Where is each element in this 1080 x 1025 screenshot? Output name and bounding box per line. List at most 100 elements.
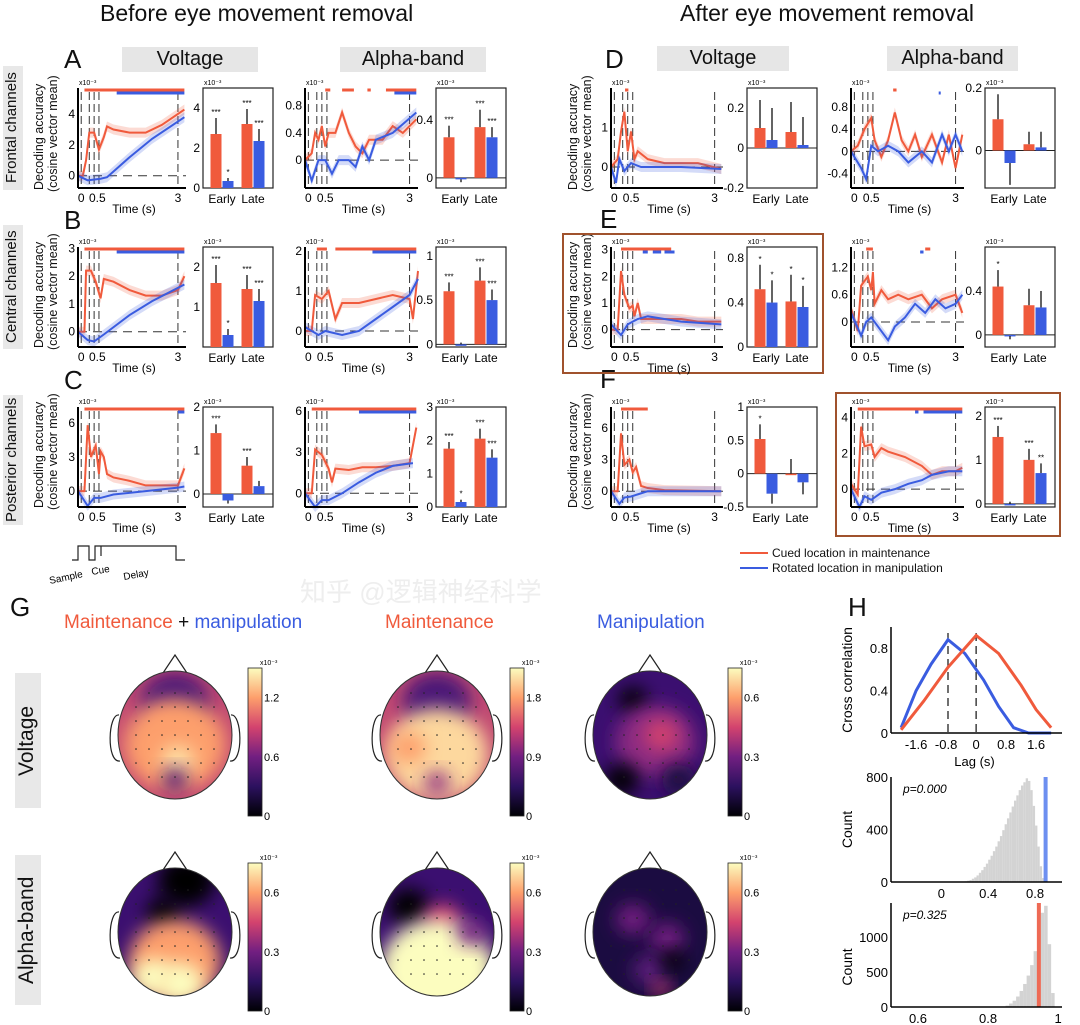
histogram-bin	[1011, 806, 1014, 882]
y-tick-label: 2	[193, 400, 200, 414]
blue-bar-late	[1035, 307, 1047, 335]
timeline-label-delay: Delay	[123, 568, 150, 583]
y-axis-label: Count	[839, 811, 855, 848]
category-label-early: Early	[752, 511, 779, 525]
electrode-dot	[148, 945, 150, 947]
head-outline	[592, 670, 708, 800]
time-course-plot: 0 1 2 3 0 0.5 3 Time (s) x10⁻³	[68, 239, 186, 375]
electrode-dot	[636, 903, 638, 905]
right-ear-outline	[704, 911, 716, 959]
electrode-dot	[174, 706, 176, 708]
y-tick-label: 0	[841, 144, 848, 158]
histogram-bin	[1013, 800, 1017, 882]
y-tick-label: 0	[975, 497, 982, 511]
y-tick-label: 0.4	[870, 684, 888, 699]
x-tick-label: 0	[305, 191, 312, 205]
electrode-dot	[675, 692, 677, 694]
electrode-dot	[623, 889, 625, 891]
electrode-dot	[675, 706, 677, 708]
electrode-dot	[397, 706, 399, 708]
electrode-dot	[174, 692, 176, 694]
electrode-dot	[135, 903, 137, 905]
time-course-plot: 0 1 2 3 0 0.5 3 Time (s) x10⁻³	[601, 239, 723, 375]
time-course-plot: 0 2 4 0 0.5 3 Time (s) x10⁻³	[841, 399, 964, 535]
red-series-line	[850, 426, 963, 498]
electrode-dot	[423, 931, 425, 933]
x-axis-label: Time (s)	[342, 361, 386, 375]
topomap-blob	[615, 903, 651, 935]
topomap-blob	[162, 768, 188, 792]
category-label-late: Late	[241, 511, 265, 525]
electrode-dot	[462, 917, 464, 919]
electrode-dot	[436, 903, 438, 905]
y-tick-label: 0.8	[285, 99, 302, 113]
electrode-dot	[649, 734, 651, 736]
electrode-dot	[187, 720, 189, 722]
header-alpha-before: Alpha-band	[340, 47, 486, 72]
electrode-dot	[610, 903, 612, 905]
blue-bar-early	[455, 177, 467, 180]
electrode-dot	[423, 762, 425, 764]
electrode-dot	[200, 692, 202, 694]
panel-letter-e: E	[600, 204, 618, 234]
significance-stars: *	[758, 255, 761, 264]
red-sem-band	[611, 266, 722, 335]
electrode-dot	[662, 889, 664, 891]
electrode-dot	[623, 959, 625, 961]
electrode-dot	[213, 720, 215, 722]
scale-label: x10⁻³	[612, 399, 630, 406]
y-tick-label: 4	[193, 101, 200, 115]
blue-sem-band	[78, 112, 185, 186]
topomap-surface	[380, 671, 494, 799]
electrode-dot	[623, 931, 625, 933]
electrode-dot	[436, 931, 438, 933]
scale-label: x10⁻³	[437, 80, 455, 87]
blue-bar-early	[1004, 150, 1016, 163]
x-axis-label: Lag (s)	[954, 754, 994, 769]
electrode-dot	[174, 973, 176, 975]
y-tick-label: 2	[193, 260, 200, 274]
electrode-dot	[610, 748, 612, 750]
topomap-blob	[380, 919, 494, 996]
y-tick-label: 0	[881, 726, 888, 741]
scale-label: x10⁻³	[204, 399, 222, 406]
electrode-dot	[462, 889, 464, 891]
scale-label: x10⁻³	[852, 80, 870, 87]
electrode-dot	[200, 973, 202, 975]
blue-series-line	[850, 294, 964, 343]
electrode-dot	[475, 706, 477, 708]
y-tick-label: 0	[975, 144, 982, 158]
electrode-dot	[449, 959, 451, 961]
colorbar	[247, 862, 263, 1012]
colorbar	[727, 667, 743, 817]
electrode-dot	[688, 748, 690, 750]
electrode-dot	[135, 959, 137, 961]
electrode-dot	[475, 720, 477, 722]
electrode-dot	[200, 959, 202, 961]
electrode-dot	[423, 945, 425, 947]
left-ear-outline	[584, 911, 596, 959]
significance-stars: ***	[475, 100, 484, 109]
bar-plot: * 0 0.4 Early Late x10⁻³	[965, 239, 1056, 365]
y-tick-label: 3	[295, 445, 302, 459]
bar-plot-frame	[984, 246, 1056, 348]
electrode-dot	[397, 917, 399, 919]
title-before: Before eye movement removal	[100, 0, 414, 26]
red-bar-late	[474, 280, 486, 345]
y-tick-label: 6	[68, 416, 75, 430]
electrode-dot	[410, 973, 412, 975]
electrode-dot	[213, 917, 215, 919]
electrode-dot	[423, 889, 425, 891]
histogram-bin	[997, 841, 1000, 882]
x-axis-label: Time (s)	[888, 521, 932, 535]
scale-label: x10⁻³	[437, 399, 455, 406]
topomap-title-manipulation: Manipulation	[597, 612, 705, 633]
electrode-dot	[610, 706, 612, 708]
x-tick-label: 0.8	[1026, 886, 1044, 901]
red-bar-late	[474, 438, 486, 507]
x-tick-label: 0	[305, 510, 312, 524]
y-tick-label: 0	[295, 324, 302, 338]
colorbar-tick-label: 0.3	[744, 947, 759, 959]
electrode-dot	[675, 720, 677, 722]
